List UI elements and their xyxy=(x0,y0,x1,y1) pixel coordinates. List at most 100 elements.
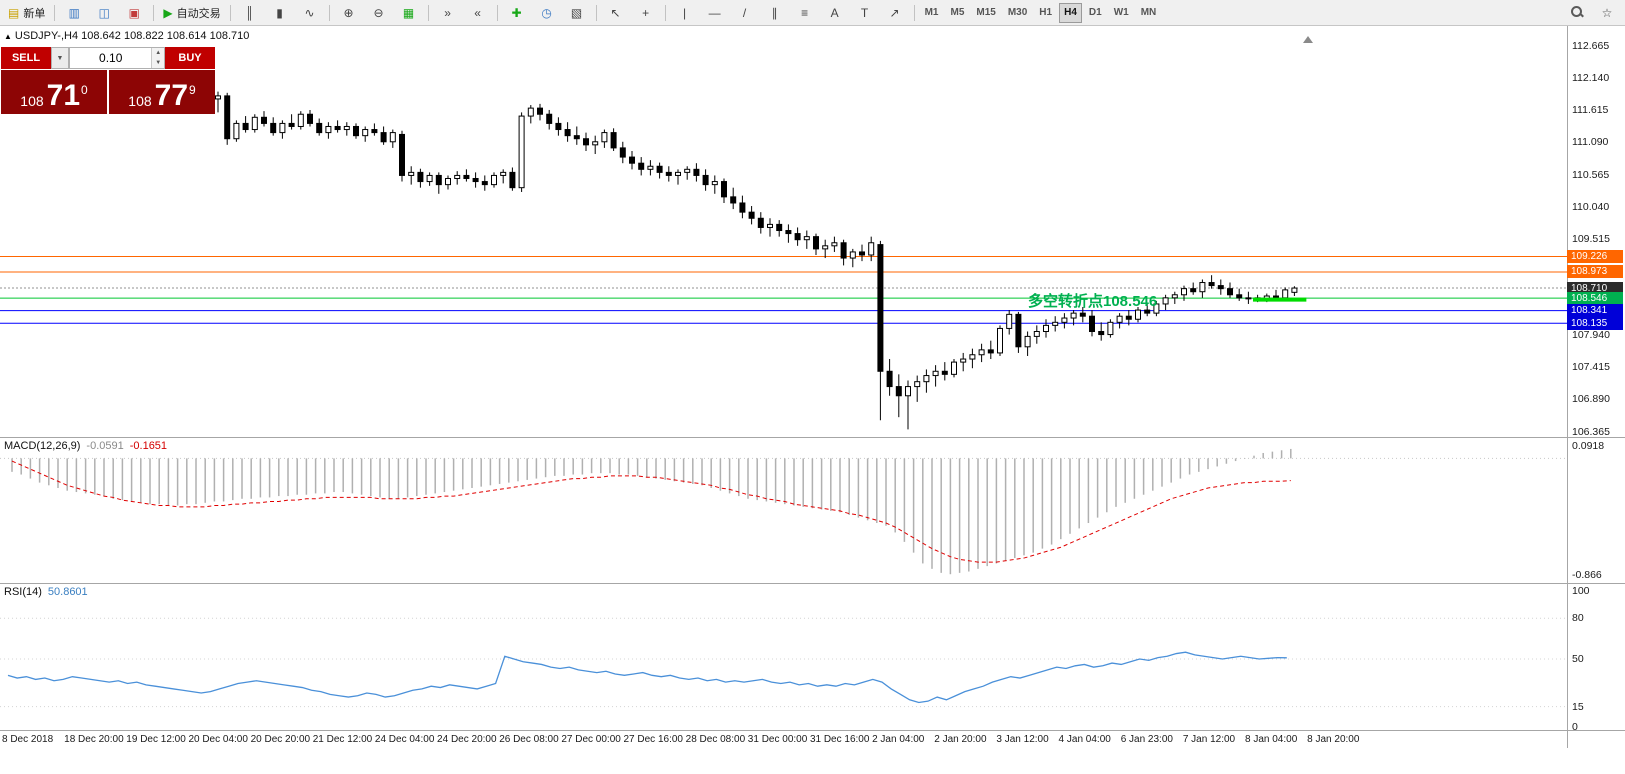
candle xyxy=(629,156,635,164)
candle xyxy=(1171,294,1178,299)
macd-histogram-bar xyxy=(195,458,197,505)
text-icon: A xyxy=(830,5,839,20)
timeframe-mn-button[interactable]: MN xyxy=(1140,7,1157,18)
arrows-button[interactable]: ↗ xyxy=(881,2,909,24)
candle xyxy=(1116,315,1123,323)
macd-histogram-bar xyxy=(204,458,206,503)
navigator-button[interactable]: ◫ xyxy=(90,2,118,24)
vertical-line-button[interactable]: | xyxy=(671,2,699,24)
new-order-button[interactable]: ▤ 新单 xyxy=(4,2,49,24)
macd-signal-value: -0.1651 xyxy=(129,440,168,452)
bar-chart-button[interactable]: ║ xyxy=(236,2,264,24)
price-chart-canvas[interactable] xyxy=(0,26,1567,437)
buy-button[interactable]: BUY xyxy=(165,47,215,69)
candle xyxy=(997,327,1003,354)
timeframe-m15-button[interactable]: M15 xyxy=(976,7,996,18)
toolbar-separator xyxy=(229,4,231,21)
price-axis-label: 107.940 xyxy=(1572,329,1610,342)
fibonacci-button[interactable]: ≡ xyxy=(791,2,819,24)
timeframe-m1-button[interactable]: M1 xyxy=(924,7,939,18)
price-level-badge[interactable]: 108.710 xyxy=(1567,281,1623,295)
candle xyxy=(261,116,267,124)
candle xyxy=(757,217,764,228)
lot-size-input[interactable] xyxy=(70,48,152,68)
timeframe-m5-button[interactable]: M5 xyxy=(950,7,965,18)
time-axis-label: 18 Dec 20:00 xyxy=(64,734,124,745)
macd-histogram-bar xyxy=(793,458,795,506)
candle xyxy=(224,95,231,140)
lot-step-up-button[interactable]: ▲ xyxy=(152,48,164,58)
cursor-icon: ↖ xyxy=(610,5,621,20)
horizontal-line-button[interactable]: — xyxy=(701,2,729,24)
indicators-button[interactable]: ✚ xyxy=(503,2,531,24)
candlestick-chart-icon: ▮ xyxy=(276,5,283,20)
candlestick-chart-button[interactable]: ▮ xyxy=(266,2,294,24)
macd-histogram-bar xyxy=(646,458,648,478)
favorites-button[interactable]: ☆ xyxy=(1593,2,1621,24)
macd-panel-canvas[interactable] xyxy=(0,437,1567,583)
navigator-icon: ◫ xyxy=(98,5,111,20)
templates-button[interactable]: ▧ xyxy=(563,2,591,24)
label-icon: T xyxy=(860,5,869,20)
candle xyxy=(914,381,921,388)
timeframe-d1-button[interactable]: D1 xyxy=(1088,7,1102,18)
label-button[interactable]: T xyxy=(851,2,879,24)
time-axis-label: 20 Dec 04:00 xyxy=(188,734,248,745)
text-button[interactable]: A xyxy=(821,2,849,24)
terminal-button[interactable]: ▣ xyxy=(120,2,148,24)
zoom-in-button[interactable]: ⊕ xyxy=(335,2,363,24)
macd-histogram-bar xyxy=(747,458,749,499)
line-chart-button[interactable]: ∿ xyxy=(296,2,324,24)
candle xyxy=(1227,288,1233,296)
macd-histogram-bar xyxy=(517,458,519,482)
timeframe-w1-button[interactable]: W1 xyxy=(1113,7,1129,18)
chart-shift-button[interactable]: « xyxy=(464,2,492,24)
tile-windows-button[interactable]: ▦ xyxy=(395,2,423,24)
candle xyxy=(1135,309,1141,320)
macd-histogram-bar xyxy=(48,458,50,486)
rsi-panel-canvas[interactable] xyxy=(0,583,1567,730)
buy-price-display[interactable]: 108 77 9 xyxy=(109,70,215,114)
timeframe-h1-button[interactable]: H1 xyxy=(1039,7,1053,18)
periods-button[interactable]: ◷ xyxy=(533,2,561,24)
crosshair-button[interactable]: + xyxy=(632,2,660,24)
timeframe-m30-button[interactable]: M30 xyxy=(1007,7,1028,18)
lot-dropdown-button[interactable]: ▼ xyxy=(51,47,69,69)
trendline-button[interactable]: / xyxy=(731,2,759,24)
macd-histogram-bar xyxy=(627,458,630,475)
price-level-badge[interactable]: 108.341 xyxy=(1567,304,1623,318)
market-watch-button[interactable]: ▥ xyxy=(60,2,88,24)
price-level-badge[interactable]: 108.546 xyxy=(1567,291,1623,305)
autotrading-button[interactable]: ▶ 自动交易 xyxy=(159,2,224,24)
lot-step-down-button[interactable]: ▼ xyxy=(152,58,164,68)
macd-histogram-bar xyxy=(149,458,151,505)
cursor-button[interactable]: ↖ xyxy=(602,2,630,24)
timeframe-h4-button[interactable]: H4 xyxy=(1059,2,1082,23)
price-level-badge[interactable]: 109.226 xyxy=(1567,249,1623,263)
search-button[interactable] xyxy=(1563,2,1591,24)
candle xyxy=(454,174,461,179)
candle xyxy=(1024,335,1031,348)
channel-button[interactable]: ∥ xyxy=(761,2,789,24)
time-axis-label: 31 Dec 00:00 xyxy=(747,734,808,745)
macd-axis-label: 0.0918 xyxy=(1572,440,1605,452)
macd-histogram-bar xyxy=(535,458,538,479)
trade-panel-prices: 108 71 0 108 77 9 xyxy=(1,70,215,114)
zoom-out-button[interactable]: ⊖ xyxy=(365,2,393,24)
toolbar-separator xyxy=(496,4,498,21)
price-level-badge[interactable]: 108.973 xyxy=(1567,265,1623,279)
candle xyxy=(279,122,286,134)
sell-price-display[interactable]: 108 71 0 xyxy=(1,70,107,114)
macd-histogram-bar xyxy=(1234,458,1237,462)
macd-histogram-bar xyxy=(1115,458,1117,507)
price-axis-label: 109.515 xyxy=(1572,232,1610,245)
macd-histogram-bar xyxy=(1225,458,1228,464)
macd-histogram-bar xyxy=(1106,458,1108,513)
macd-histogram-bar xyxy=(710,458,712,488)
macd-histogram-bar xyxy=(765,458,768,502)
sell-button[interactable]: SELL xyxy=(1,47,51,69)
price-level-badge[interactable]: 108.135 xyxy=(1567,316,1623,330)
auto-scroll-button[interactable]: » xyxy=(434,2,462,24)
time-axis-label: 2 Jan 20:00 xyxy=(934,734,987,745)
candle xyxy=(1273,295,1279,299)
